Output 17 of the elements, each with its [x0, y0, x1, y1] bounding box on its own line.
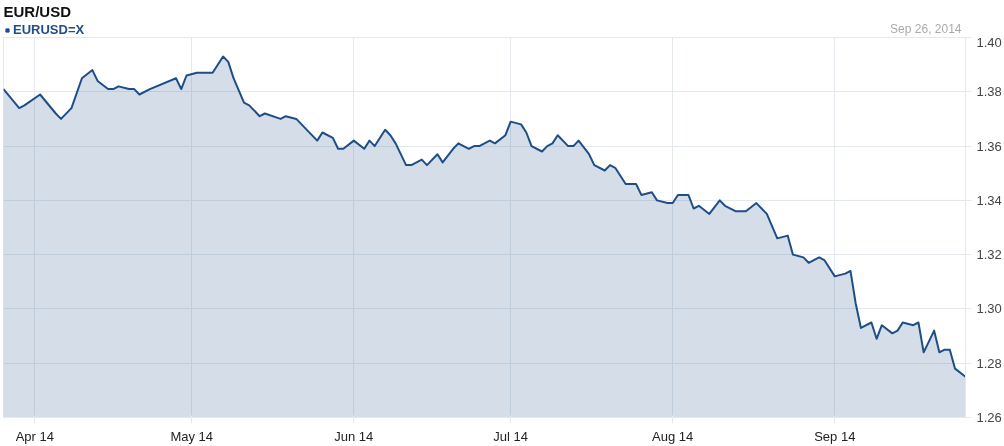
- text: Sep 26, 2014: [890, 21, 962, 36]
- y-tick-label: 1.40: [976, 34, 1002, 50]
- x-tick-label: Sep 14: [814, 428, 856, 444]
- y-tick-label: 1.36: [976, 138, 1002, 154]
- y-tick-label: 1.26: [976, 410, 1002, 425]
- x-tick-label: Jun 14: [334, 428, 374, 444]
- y-tick-label: 1.28: [976, 355, 1002, 371]
- y-tick-label: 1.30: [976, 301, 1002, 317]
- y-tick-label: 1.32: [976, 247, 1002, 263]
- x-tick-label: Apr 14: [15, 428, 55, 444]
- legend-label: EURUSD=X: [13, 22, 85, 37]
- y-tick-label: 1.34: [976, 192, 1002, 208]
- x-tick-label: May 14: [170, 428, 214, 444]
- x-tick-label: Jul 14: [493, 428, 528, 444]
- y-tick-label: 1.38: [976, 84, 1002, 100]
- chart-title: EUR/USD: [3, 2, 72, 20]
- x-tick-label: Aug 14: [652, 428, 694, 444]
